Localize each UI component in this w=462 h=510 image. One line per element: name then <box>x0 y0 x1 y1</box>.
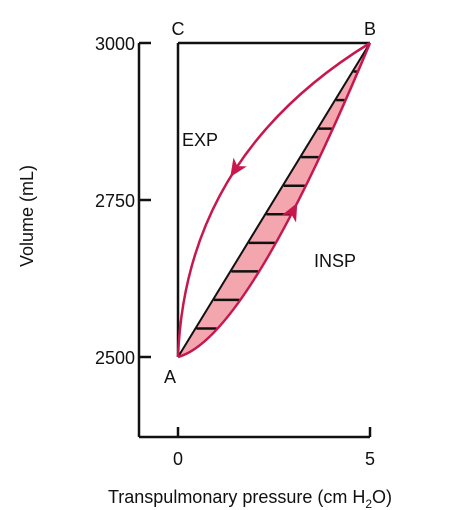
axis-ticks <box>139 41 372 437</box>
insp-label: INSP <box>314 251 356 271</box>
x-axis-label: Transpulmonary pressure (cm H2O) <box>108 487 392 510</box>
x-tick-label-5: 5 <box>365 449 375 469</box>
x-tick-label-0: 0 <box>173 449 183 469</box>
inspiration-arrow-icon <box>281 202 298 223</box>
hatch-lines <box>196 70 357 330</box>
expiration-arrow-icon <box>230 157 247 178</box>
y-tick-label-2750: 2750 <box>95 191 135 211</box>
exp-label: EXP <box>182 130 218 150</box>
x-axis-label-main: Transpulmonary pressure (cm H <box>108 487 365 507</box>
y-tick-label-2500: 2500 <box>95 348 135 368</box>
point-label-a: A <box>164 367 176 387</box>
point-label-b: B <box>364 19 376 39</box>
point-label-c: C <box>172 19 185 39</box>
line-a-to-b <box>177 42 371 358</box>
y-axis-label: Volume (mL) <box>17 165 37 267</box>
inspiration-curve <box>177 42 372 359</box>
x-axis-label-subscript: 2 <box>365 497 372 510</box>
y-tick-label-3000: 3000 <box>95 34 135 54</box>
x-axis-label-end: O) <box>372 487 392 507</box>
expiration-curve <box>176 41 371 358</box>
